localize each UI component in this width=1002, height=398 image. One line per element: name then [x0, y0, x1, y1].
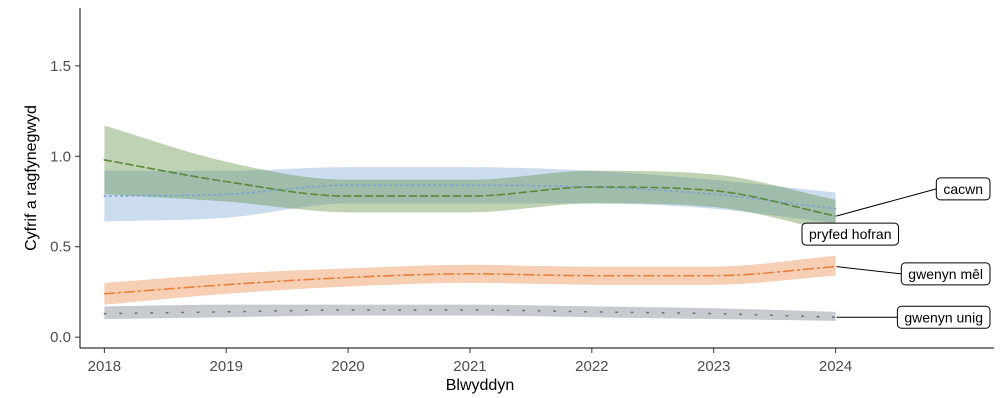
x-tick-label: 2024 [819, 358, 852, 375]
leader-line [836, 188, 937, 217]
label-cacwn: cacwn [836, 177, 991, 217]
band-pryfed-hofran [104, 167, 836, 224]
label-gwenyn-unig: gwenyn unig [836, 305, 991, 329]
line-pryfed-hofran [103, 184, 837, 210]
label-pryfed-hofran: pryfed hofran [801, 222, 899, 246]
x-tick-label: 2019 [210, 358, 243, 375]
direct-labels: cacwn pryfed hofran gwenyn mêl gwenyn unig [801, 177, 991, 329]
axes [79, 8, 994, 349]
label-box [801, 222, 899, 246]
band-gwenyn-unig [104, 304, 836, 321]
label-gwenyn-mel: gwenyn mêl [836, 262, 991, 286]
label-text-gwenyn-unig: gwenyn unig [904, 309, 983, 325]
x-tick-label: 2023 [697, 358, 730, 375]
x-axis-title: Blwyddyn [446, 377, 514, 394]
line-gwenyn-mel [103, 265, 837, 295]
x-tick-label: 2020 [331, 358, 364, 375]
band-gwenyn-mel [104, 255, 836, 305]
label-text-cacwn: cacwn [943, 181, 983, 197]
x-tick-label: 2018 [88, 358, 121, 375]
leader-line [836, 266, 902, 275]
x-tick-label: 2021 [453, 358, 486, 375]
label-text-pryfed-hofran: pryfed hofran [809, 226, 892, 242]
y-tick-label: 1.0 [50, 148, 71, 165]
y-tick-label: 0.0 [50, 329, 71, 346]
line-cacwn [103, 159, 837, 217]
y-tick-label: 1.5 [50, 58, 71, 75]
x-tick-label: 2022 [575, 358, 608, 375]
y-axis-title: Cyfrif a ragfynegwyd [23, 105, 40, 251]
y-tick-label: 0.5 [50, 239, 71, 256]
series-lines [103, 159, 837, 319]
label-text-gwenyn-mel: gwenyn mêl [908, 266, 983, 282]
confidence-bands [104, 125, 836, 321]
band-cacwn [104, 125, 836, 233]
tick-marks: 2018 2019 2020 2021 2022 2023 2024 0.0 0.5 1.0 1.5 [50, 58, 852, 375]
